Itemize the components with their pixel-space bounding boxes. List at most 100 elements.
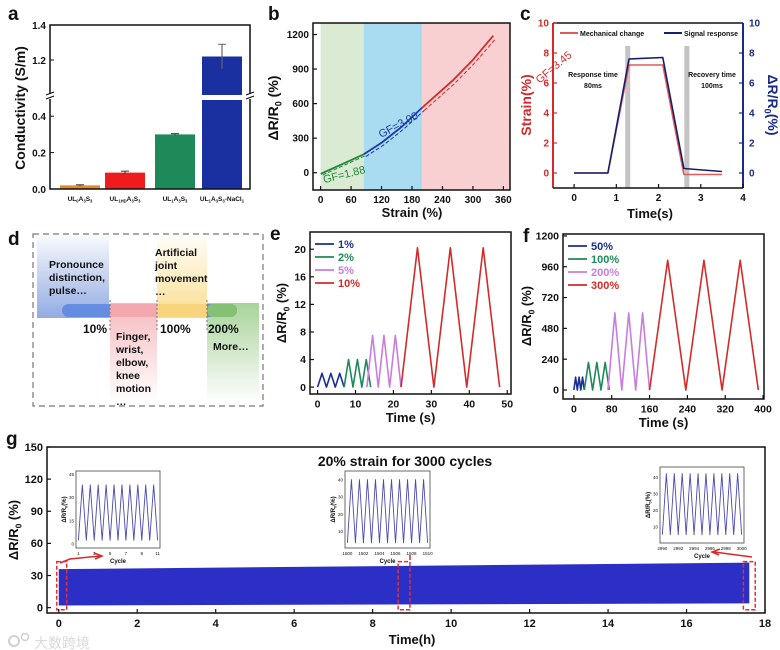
inset-y-axis-label: ΔR/R0(%): [646, 492, 653, 518]
axes-frame: [309, 231, 512, 395]
scale-label-100: 100%: [160, 322, 191, 336]
b-y-tick-label: 0: [303, 168, 309, 179]
time-marker-0: [625, 46, 631, 188]
inset-arrow-2: [709, 548, 753, 558]
inset-x-tick-label: 1502: [358, 551, 369, 556]
f-y-tick-label: 720: [541, 292, 559, 304]
f-x-tick-label: 160: [641, 404, 659, 416]
inset-x-axis-label: Cycle: [110, 559, 127, 565]
x-category-label: UL1A3S3: [163, 196, 188, 204]
watermark-logo-icon: [8, 635, 20, 647]
inset-x-tick-label: 2996: [705, 546, 716, 551]
highlight-window-0: [56, 560, 68, 611]
c-y-tick-label: 4: [543, 109, 549, 120]
b-y-tick-label: 300: [292, 134, 309, 145]
legend-label-2: 200%: [591, 267, 619, 279]
legend-label-0: 1%: [338, 239, 354, 251]
series-2-fit: [423, 38, 496, 111]
b-x-tick-label: 300: [465, 195, 482, 206]
g-x-tick-label: 2: [134, 618, 140, 630]
application-text-1: motion: [116, 383, 151, 395]
bar-2: [155, 134, 195, 189]
g-x-tick-label: 14: [602, 618, 615, 630]
inset-y-tick-label: 15: [69, 518, 75, 523]
inset-x-tick-label: 7: [125, 551, 128, 556]
c-y-tick-label: 2: [543, 139, 549, 150]
c-y-tick-label: 10: [538, 19, 550, 30]
application-text-1: knee: [116, 370, 140, 382]
c-x-tick-label: 3: [698, 193, 704, 204]
inset-x-tick-label: 11: [155, 551, 160, 556]
series-50%-line: [573, 376, 586, 391]
series-1-fit: [365, 110, 425, 158]
g-axes-frame: [46, 446, 766, 614]
series-300%-line: [648, 259, 760, 391]
c-left-axis-label: Strain(%): [518, 74, 534, 135]
legend-label-3: 300%: [591, 280, 619, 292]
legend-label-1: 100%: [591, 254, 619, 266]
scale-label-10: 10%: [83, 322, 107, 336]
e-x-axis-label: Time (s): [386, 410, 436, 425]
e-x-tick-label: 40: [463, 399, 475, 411]
annotation-response-time: Response time: [568, 72, 618, 79]
strain-scale-segment-green: [207, 304, 237, 317]
inset-x-tick-label: 5: [109, 551, 112, 556]
inset-x-tick-label: 3000: [737, 546, 748, 551]
time-marker-1: [684, 46, 690, 188]
panel-label-f: f: [523, 226, 530, 247]
g-y-tick-label: 0: [37, 602, 43, 614]
e-y-tick-label: 8: [300, 327, 306, 339]
series-10%-line: [400, 247, 501, 388]
b-y-tick-label: 600: [292, 99, 309, 110]
series-2-line: [421, 35, 494, 109]
inset-wave-2: [661, 473, 743, 536]
application-text-1: …: [116, 396, 127, 408]
c-x-axis-label: Time(s): [627, 206, 673, 221]
g-x-tick-label: 4: [213, 618, 220, 630]
g-y-tick-label: 120: [25, 474, 43, 486]
panel-label-c: c: [520, 4, 531, 25]
joint-motion-region: [110, 303, 157, 403]
legend-label-2: 5%: [338, 265, 354, 277]
a-y-tick-label: 0.2: [32, 149, 46, 160]
annotation-response-value: 80ms: [584, 83, 602, 90]
application-text-0: distinction,: [49, 272, 105, 284]
inset-x-axis-label: Cycle: [379, 559, 396, 565]
inset-x-tick-label: 1508: [407, 551, 418, 556]
x-category-label: UL1A3S3-NaCl1: [200, 196, 245, 204]
g-title: 20% strain for 3000 cycles: [318, 453, 493, 469]
series-2%-line: [343, 358, 372, 388]
b-y-axis-label: ΔR/R0 (%): [265, 76, 284, 141]
axes-frame: [562, 233, 765, 400]
inset-wave-0: [77, 484, 159, 541]
inset-wave-1: [346, 479, 429, 544]
inset-y-tick-label: 45: [69, 472, 75, 477]
application-text-1: wrist,: [115, 344, 144, 356]
c-y-tick-label: 4: [749, 109, 755, 120]
inset-x-axis-label: Cycle: [694, 554, 711, 560]
inset-x-tick-label: 2998: [721, 546, 732, 551]
watermark-logo-icon: [20, 632, 30, 642]
watermark-text: 大数跨境: [34, 636, 90, 650]
inset-y-axis-label: ΔR/R0(%): [62, 496, 69, 522]
d-dashed-frame: [32, 233, 264, 407]
series-1-line: [363, 106, 423, 156]
g-x-tick-label: 0: [56, 618, 62, 630]
panel-label-e: e: [270, 224, 281, 245]
application-text-2: …: [155, 286, 166, 298]
c-y-tick-label: 0: [543, 169, 549, 180]
inset-x-tick-label: 2990: [657, 546, 668, 551]
c-x-tick-label: 2: [656, 193, 662, 204]
legend-label-0: Mechanical change: [580, 31, 644, 38]
a-y-tick-label: 0.4: [32, 112, 46, 123]
f-x-tick-label: 400: [754, 404, 772, 416]
cyclic-response-band: [58, 562, 750, 606]
x-category-label: UL1HDA3S3: [110, 196, 142, 204]
g-y-tick-label: 30: [31, 570, 43, 582]
b-y-tick-label: 900: [292, 65, 309, 76]
e-x-tick-label: 0: [315, 399, 321, 411]
strain-scale-segment-yellow: [157, 304, 207, 317]
panel-label-a: a: [8, 4, 19, 25]
series-1%-line: [316, 372, 345, 388]
inset-y-tick-label: 20: [338, 512, 344, 517]
